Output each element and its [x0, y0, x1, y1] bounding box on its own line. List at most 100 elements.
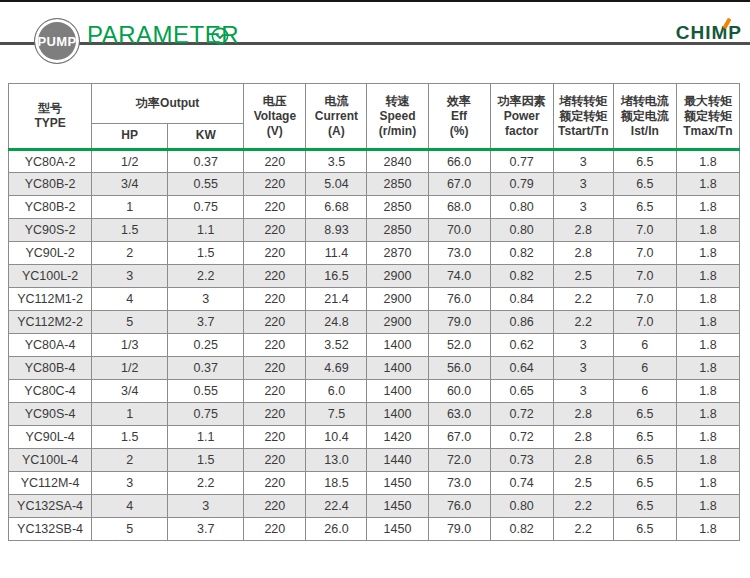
table-cell: 0.72: [490, 403, 553, 426]
table-cell: 2.2: [553, 495, 613, 518]
table-cell: 2900: [367, 288, 428, 311]
table-cell: 0.79: [490, 173, 553, 196]
table-cell: 2850: [367, 219, 428, 242]
table-cell: 2.2: [553, 311, 613, 334]
table-cell: YC80A-2: [9, 150, 92, 173]
table-cell: 220: [244, 311, 306, 334]
table-cell: 1.8: [676, 242, 739, 265]
table-cell: 1.8: [676, 219, 739, 242]
table-cell: 3.52: [306, 334, 367, 357]
table-cell: 6.5: [613, 173, 676, 196]
table-cell: 1.5: [92, 219, 168, 242]
table-header: 型号 TYPE 功率Output 电压 Voltage (V) 电流 Curre…: [9, 84, 740, 150]
table-cell: 5: [92, 311, 168, 334]
table-cell: 2850: [367, 173, 428, 196]
table-cell: 1.8: [676, 449, 739, 472]
table-cell: 6.5: [613, 403, 676, 426]
table-cell: 220: [244, 495, 306, 518]
table-cell: 6.5: [613, 495, 676, 518]
table-row: YC100L-421.522013.0144072.00.732.86.51.8: [9, 449, 740, 472]
table-cell: 4: [92, 495, 168, 518]
table-cell: 2.8: [553, 242, 613, 265]
table-row: YC90L-221.522011.4287073.00.822.87.01.8: [9, 242, 740, 265]
table-cell: 67.0: [428, 426, 490, 449]
table-row: YC112M-432.222018.5145073.00.742.56.51.8: [9, 472, 740, 495]
chevron-down-circle-icon: [211, 27, 229, 45]
table-cell: 76.0: [428, 495, 490, 518]
table-cell: 18.5: [306, 472, 367, 495]
table-cell: YC100L-2: [9, 265, 92, 288]
table-cell: 7.0: [613, 311, 676, 334]
table-cell: 220: [244, 288, 306, 311]
table-cell: 1.8: [676, 518, 739, 541]
table-cell: 220: [244, 196, 306, 219]
table-cell: 1/3: [92, 334, 168, 357]
table-cell: YC112M1-2: [9, 288, 92, 311]
table-row: YC100L-232.222016.5290074.00.822.57.01.8: [9, 265, 740, 288]
table-cell: 1400: [367, 403, 428, 426]
col-header-voltage: 电压 Voltage (V): [244, 84, 306, 150]
table-cell: 220: [244, 357, 306, 380]
table-cell: 1400: [367, 380, 428, 403]
table-cell: 3: [553, 334, 613, 357]
table-cell: 3: [553, 196, 613, 219]
table-cell: 1440: [367, 449, 428, 472]
table-row: YC90L-41.51.122010.4142067.00.722.86.51.…: [9, 426, 740, 449]
table-cell: 3.7: [168, 311, 244, 334]
table-row: YC90S-21.51.12208.93285070.00.802.87.01.…: [9, 219, 740, 242]
table-cell: 1.5: [168, 449, 244, 472]
table-cell: 6.5: [613, 518, 676, 541]
parameter-table: 型号 TYPE 功率Output 电压 Voltage (V) 电流 Curre…: [8, 83, 740, 541]
col-header-power-factor: 功率因素 Power factor: [490, 84, 553, 150]
table-cell: YC100L-4: [9, 449, 92, 472]
table-cell: 3: [92, 472, 168, 495]
table-cell: 1.8: [676, 472, 739, 495]
table-cell: 3/4: [92, 380, 168, 403]
table-cell: 1.8: [676, 150, 739, 173]
table-cell: 73.0: [428, 472, 490, 495]
table-cell: 1420: [367, 426, 428, 449]
table-cell: YC80A-4: [9, 334, 92, 357]
table-cell: 1.8: [676, 357, 739, 380]
table-cell: 3: [168, 495, 244, 518]
table-cell: 79.0: [428, 311, 490, 334]
table-cell: 3: [168, 288, 244, 311]
table-cell: 3: [553, 357, 613, 380]
table-cell: 0.55: [168, 380, 244, 403]
table-cell: 16.5: [306, 265, 367, 288]
table-cell: 1.8: [676, 311, 739, 334]
table-cell: 3.5: [306, 150, 367, 173]
table-cell: 2850: [367, 196, 428, 219]
table-cell: 3.7: [168, 518, 244, 541]
table-cell: 1.8: [676, 196, 739, 219]
table-cell: 0.80: [490, 196, 553, 219]
table-cell: YC80B-2: [9, 173, 92, 196]
table-row: YC80C-43/40.552206.0140060.00.65361.8: [9, 380, 740, 403]
table-cell: 220: [244, 472, 306, 495]
table-cell: 6.5: [613, 196, 676, 219]
table-cell: 1.5: [168, 242, 244, 265]
table-row: YC112M2-253.722024.8290079.00.862.27.01.…: [9, 311, 740, 334]
table-cell: 220: [244, 380, 306, 403]
table-cell: YC80B-2: [9, 196, 92, 219]
table-cell: 220: [244, 334, 306, 357]
table-cell: 7.5: [306, 403, 367, 426]
table-cell: 0.55: [168, 173, 244, 196]
table-cell: 0.82: [490, 518, 553, 541]
table-cell: 0.64: [490, 357, 553, 380]
table-cell: 0.80: [490, 219, 553, 242]
table-row: YC80B-41/20.372204.69140056.00.64361.8: [9, 357, 740, 380]
table-cell: 1450: [367, 495, 428, 518]
table-cell: 1400: [367, 357, 428, 380]
table-row: YC132SA-44322022.4145076.00.802.26.51.8: [9, 495, 740, 518]
table-cell: 7.0: [613, 242, 676, 265]
col-header-eff: 效率 Eff (%): [428, 84, 490, 150]
table-cell: 1.5: [92, 426, 168, 449]
table-cell: 0.77: [490, 150, 553, 173]
table-cell: 3: [553, 380, 613, 403]
table-cell: 1/2: [92, 150, 168, 173]
table-cell: 1.8: [676, 426, 739, 449]
table-cell: 0.82: [490, 265, 553, 288]
table-row: YC80A-41/30.252203.52140052.00.62361.8: [9, 334, 740, 357]
table-cell: 220: [244, 518, 306, 541]
